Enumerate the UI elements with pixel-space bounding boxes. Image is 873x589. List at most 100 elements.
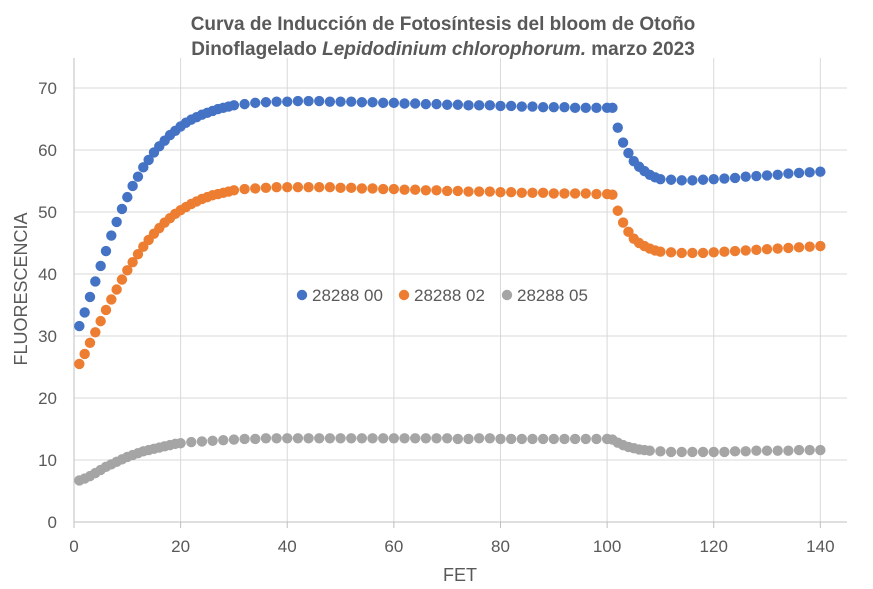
data-point (607, 189, 618, 200)
data-point (655, 446, 666, 457)
data-point (751, 170, 762, 182)
data-point (116, 274, 128, 285)
data-point (282, 182, 293, 193)
data-point (537, 102, 549, 113)
data-point (783, 445, 794, 456)
data-point (697, 247, 709, 259)
data-point (665, 174, 677, 185)
data-point (239, 183, 250, 195)
data-point (74, 320, 85, 332)
data-point (793, 444, 805, 456)
y-tick-label: 70 (38, 79, 57, 98)
data-point (292, 433, 304, 444)
data-point (116, 203, 128, 215)
data-point (356, 97, 368, 108)
data-point (106, 230, 117, 241)
data-point (548, 188, 559, 199)
data-point (431, 433, 442, 444)
x-tick-label: 40 (278, 537, 297, 556)
data-point (516, 187, 528, 198)
data-point (772, 445, 783, 456)
data-point (495, 433, 506, 445)
data-point (122, 265, 133, 276)
data-point (314, 95, 325, 107)
data-point (580, 102, 591, 114)
data-point (676, 446, 687, 458)
y-tick-label: 30 (38, 327, 57, 346)
data-point (548, 102, 559, 113)
data-point (122, 191, 133, 203)
data-point (772, 169, 783, 180)
data-point (687, 446, 698, 458)
y-tick-label: 50 (38, 203, 57, 222)
data-point (367, 433, 378, 444)
data-point (697, 446, 709, 458)
data-point (772, 243, 783, 254)
data-point (676, 247, 687, 259)
data-point (378, 183, 389, 195)
data-point (260, 97, 272, 108)
data-point (260, 182, 272, 194)
axes (73, 58, 847, 528)
data-point (356, 433, 368, 444)
gridlines (74, 58, 847, 522)
data-point (388, 97, 400, 109)
data-point (228, 100, 240, 111)
y-tick-label: 60 (38, 141, 57, 160)
data-point (473, 100, 485, 111)
data-point (431, 185, 442, 196)
data-point (79, 307, 90, 318)
data-point (441, 433, 453, 444)
data-point (239, 98, 250, 110)
data-point (783, 242, 794, 254)
data-point (441, 99, 453, 110)
data-point (378, 97, 389, 109)
y-axis-title: FLUORESCENCIA (11, 212, 31, 365)
data-point (484, 100, 496, 111)
data-point (687, 247, 698, 259)
data-point (303, 433, 314, 444)
data-point (74, 358, 85, 370)
data-point (95, 315, 106, 327)
data-point (804, 241, 815, 252)
data-point (804, 444, 815, 456)
y-tick-label: 40 (38, 265, 57, 284)
series-2 (74, 433, 826, 486)
x-axis-title: FET (443, 565, 477, 585)
data-point (761, 170, 773, 181)
data-point (100, 304, 112, 316)
data-point (409, 184, 421, 195)
data-point (484, 433, 496, 444)
data-point (292, 95, 304, 107)
data-point (516, 101, 528, 112)
data-point (452, 99, 464, 110)
data-point (420, 185, 432, 196)
data-point (84, 337, 96, 349)
x-tick-label: 80 (491, 537, 510, 556)
data-point (228, 434, 240, 445)
data-point (79, 348, 90, 360)
data-point (761, 445, 773, 456)
data-point (591, 102, 602, 114)
data-point (346, 433, 357, 444)
data-point (378, 433, 389, 444)
data-point (559, 433, 570, 445)
data-point (314, 433, 325, 444)
data-point (537, 187, 549, 198)
data-point (463, 433, 474, 445)
data-point (420, 433, 432, 444)
data-point (665, 446, 677, 458)
data-point (271, 182, 282, 193)
data-point (569, 188, 581, 199)
data-point (324, 182, 336, 193)
data-series (74, 95, 826, 486)
data-point (367, 97, 378, 108)
data-point (697, 174, 709, 185)
data-point (441, 185, 453, 197)
data-point (218, 434, 229, 446)
data-point (644, 445, 655, 456)
data-point (314, 182, 325, 193)
y-tick-label: 0 (48, 513, 57, 532)
data-point (90, 327, 101, 338)
